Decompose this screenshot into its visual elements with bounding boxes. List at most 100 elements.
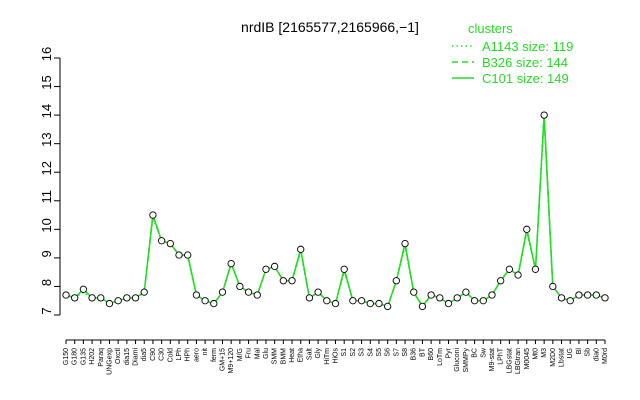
x-tick-label: S1	[341, 348, 348, 357]
x-tick-label: Mt0	[532, 348, 539, 360]
y-tick-label: 10	[39, 218, 54, 232]
x-tick-label: M0rd	[602, 348, 609, 364]
x-tick-label: LBGstat	[506, 348, 513, 373]
x-tick-label: Gly	[315, 348, 322, 359]
legend-label: A1143 size: 119	[482, 39, 573, 54]
data-point	[575, 291, 583, 299]
legend-title: clusters	[468, 21, 513, 36]
x-tick-label: BMM	[280, 348, 287, 365]
x-tick-label: M9+120	[228, 348, 235, 374]
data-point	[549, 282, 557, 291]
data-point	[210, 299, 218, 308]
series-line	[65, 115, 606, 308]
x-tick-label: B36	[411, 348, 418, 361]
x-tick-label: dia15	[124, 348, 131, 365]
data-point	[436, 294, 444, 302]
y-tick-label: 9	[39, 250, 54, 257]
data-point	[71, 294, 79, 302]
x-tick-label: S4	[367, 348, 374, 357]
data-point	[288, 277, 296, 285]
data-point	[253, 291, 261, 299]
data-point	[488, 291, 496, 299]
data-point	[462, 288, 470, 296]
data-point	[514, 271, 522, 279]
x-tick-label: G150	[63, 348, 70, 365]
x-tick-label: C30	[159, 348, 166, 361]
chart-title: nrdIB [2165577,2165966,−1]	[241, 19, 419, 35]
x-tick-label: HPh	[185, 348, 192, 362]
data-point	[62, 291, 70, 299]
series-line	[65, 117, 606, 308]
data-point	[375, 299, 383, 308]
x-tick-label: B60	[428, 348, 435, 361]
x-tick-label: G180	[72, 348, 79, 365]
x-tick-label: Lbstat	[559, 348, 566, 367]
data-point	[140, 288, 148, 296]
data-point	[323, 297, 331, 305]
data-point	[523, 225, 531, 233]
data-point	[366, 299, 374, 308]
x-tick-label: H202	[89, 348, 96, 365]
data-point	[392, 277, 401, 285]
x-tick-label: Pyr	[446, 347, 453, 358]
x-tick-label: S6	[385, 348, 392, 357]
data-point	[227, 259, 235, 268]
data-point	[601, 294, 609, 302]
x-tick-label: Sb	[585, 348, 592, 357]
x-tick-label: dia0	[593, 348, 600, 361]
y-tick-label: 15	[39, 75, 54, 89]
data-point	[218, 288, 227, 296]
data-point	[592, 291, 600, 299]
legend-label: B326 size: 144	[482, 55, 568, 70]
legend-label: C101 size: 149	[482, 71, 569, 86]
data-point	[340, 265, 348, 273]
x-tick-label: GM+15	[219, 348, 226, 371]
y-tick-label: 8	[39, 279, 54, 286]
data-point	[427, 291, 435, 299]
data-point	[236, 282, 244, 291]
x-tick-label: Etha	[298, 348, 305, 363]
x-tick-label: BC	[472, 348, 479, 358]
x-tick-label: SMMPy	[463, 348, 470, 373]
data-point	[418, 302, 427, 311]
data-point	[331, 299, 340, 308]
data-point	[279, 277, 287, 285]
x-tick-label: HiTm	[324, 348, 331, 365]
data-point	[131, 294, 140, 302]
x-tick-label: Fru	[246, 348, 253, 359]
data-point	[166, 239, 174, 248]
x-tick-label: UG	[567, 348, 574, 359]
x-tick-label: Diami	[133, 348, 140, 366]
data-point	[175, 251, 183, 259]
data-point	[566, 297, 574, 305]
x-tick-label: SMM	[272, 348, 279, 365]
data-point	[157, 237, 166, 245]
data-point	[479, 297, 487, 305]
x-tick-label: G135	[80, 348, 87, 365]
data-point	[201, 297, 209, 305]
data-point	[384, 302, 392, 311]
x-tick-label: aero	[193, 348, 200, 362]
data-point	[444, 299, 453, 308]
x-tick-label: M2D0	[550, 348, 557, 367]
x-tick-label: S7	[393, 348, 400, 357]
y-tick-label: 7	[39, 307, 54, 314]
y-tick-label: 14	[39, 104, 54, 118]
data-point	[531, 265, 540, 273]
data-point	[470, 297, 479, 305]
x-tick-label: M3	[541, 348, 548, 358]
x-tick-label: Glu	[263, 348, 270, 359]
x-tick-label: Mal	[254, 348, 261, 360]
data-point	[114, 297, 122, 305]
x-tick-label: Cold	[167, 348, 174, 363]
data-point	[88, 294, 96, 302]
data-point	[497, 277, 505, 285]
data-point	[305, 294, 314, 302]
data-point	[401, 239, 409, 248]
y-tick-label: 16	[39, 47, 54, 61]
data-point	[357, 297, 366, 305]
data-point	[262, 265, 270, 273]
x-tick-label: Paraq	[98, 348, 105, 367]
x-tick-label: LPh	[176, 348, 183, 361]
